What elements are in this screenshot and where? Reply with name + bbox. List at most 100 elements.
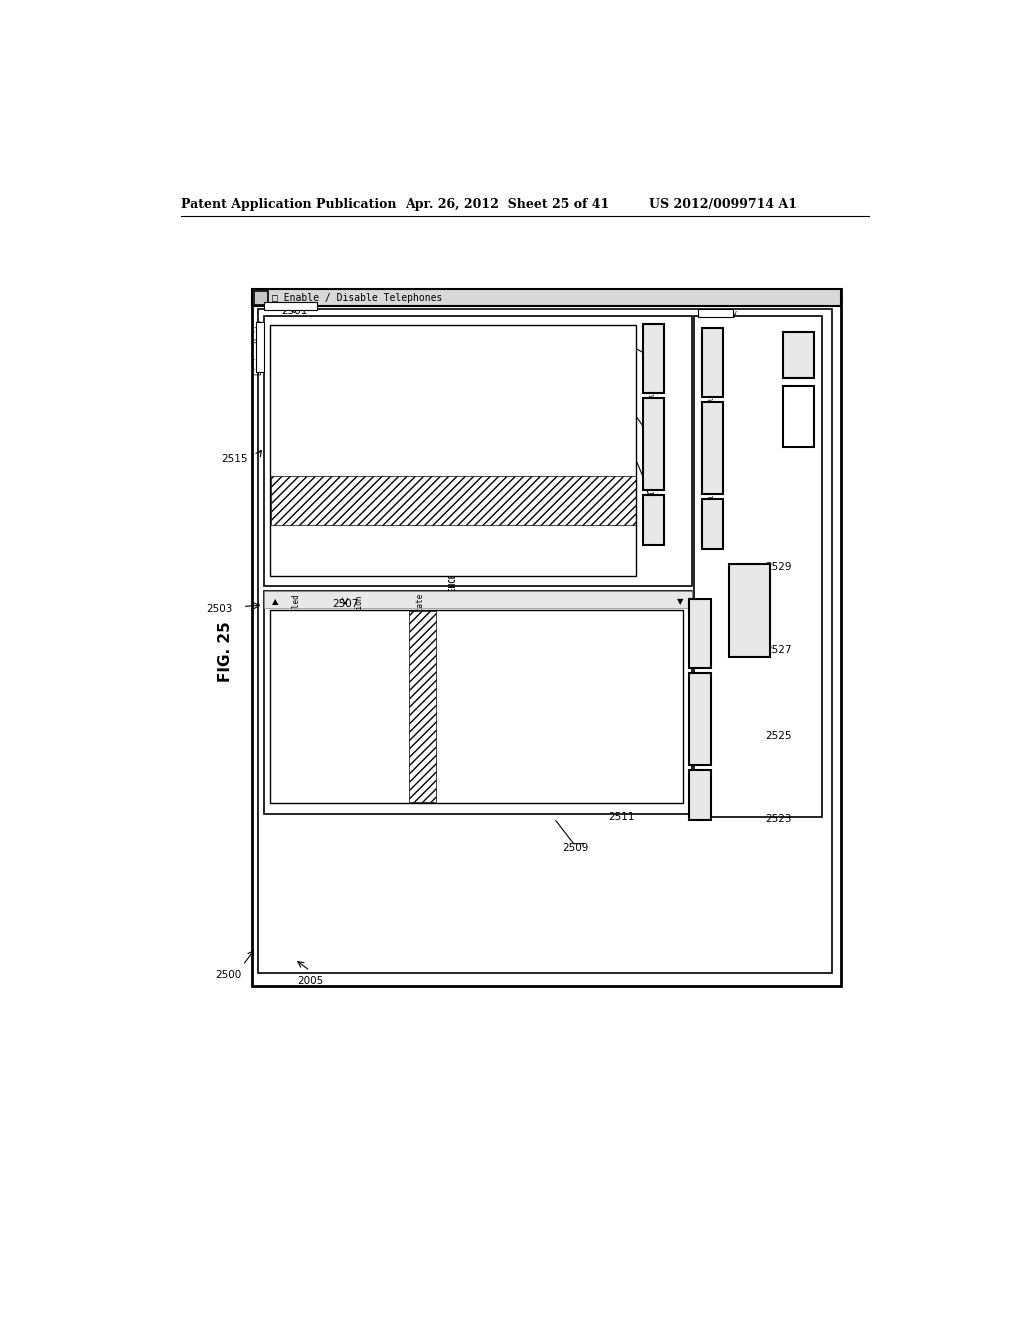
Text: •0004: •0004 <box>473 664 479 685</box>
Bar <box>643 495 665 545</box>
Text: 22: 22 <box>663 622 669 631</box>
Text: •0006: •0006 <box>285 664 290 685</box>
Text: Cut Off: Cut Off <box>695 779 705 810</box>
Text: Disable after current call: Disable after current call <box>697 664 702 775</box>
Bar <box>409 611 436 803</box>
Bar <box>258 309 831 973</box>
Text: SCIENCE EXPERIMENTS WING: SCIENCE EXPERIMENTS WING <box>449 495 458 606</box>
Text: DEATH ROW: DEATH ROW <box>449 430 458 471</box>
Text: 20: 20 <box>608 622 614 631</box>
Text: ▲: ▲ <box>427 616 432 623</box>
Text: 2523: 2523 <box>765 814 792 824</box>
Text: Cut Off: Cut Off <box>649 503 658 536</box>
Text: •0015: •0015 <box>366 664 372 685</box>
Bar <box>643 397 665 490</box>
Text: 2513: 2513 <box>640 776 666 785</box>
Text: ON: ON <box>554 710 560 719</box>
Text: ON: ON <box>527 710 534 719</box>
Text: 18: 18 <box>554 622 560 631</box>
Text: ON: ON <box>446 710 453 719</box>
Text: Telephones: Telephones <box>266 302 316 310</box>
Text: •0002: •0002 <box>311 664 317 685</box>
Text: Living Units: Living Units <box>255 319 264 375</box>
Text: 2500: 2500 <box>216 970 242 979</box>
Text: Apr. 26, 2012  Sheet 25 of 41: Apr. 26, 2012 Sheet 25 of 41 <box>406 198 609 211</box>
Text: 15: 15 <box>366 622 372 631</box>
Bar <box>689 770 711 820</box>
Text: US 2012/0099714 A1: US 2012/0099714 A1 <box>649 198 797 211</box>
Text: •0022: •0022 <box>663 664 669 685</box>
Text: 16: 16 <box>392 622 398 631</box>
Text: ▲: ▲ <box>272 598 279 606</box>
Text: 21: 21 <box>636 622 641 631</box>
Text: ON: ON <box>473 710 479 719</box>
Bar <box>643 323 665 393</box>
Text: 2525: 2525 <box>765 731 792 741</box>
Text: Default: Default <box>449 334 458 367</box>
Text: ON: ON <box>608 710 614 719</box>
Text: OFF: OFF <box>285 710 290 723</box>
Text: 2501: 2501 <box>282 306 308 315</box>
Text: X: X <box>258 292 263 301</box>
Bar <box>252 289 841 986</box>
Text: 2519: 2519 <box>518 355 545 366</box>
Text: 06: 06 <box>311 622 317 631</box>
Text: ▼: ▼ <box>677 598 684 606</box>
Text: 07: 07 <box>501 622 507 631</box>
Bar <box>256 322 263 372</box>
Text: 2527: 2527 <box>765 644 792 655</box>
Text: Recording Enabled: Recording Enabled <box>293 594 301 673</box>
Text: •0000: •0000 <box>419 664 425 685</box>
Bar <box>783 385 814 447</box>
Text: •0014: •0014 <box>338 664 344 685</box>
Text: 2005: 2005 <box>297 975 324 986</box>
Text: Disable after current call: Disable after current call <box>710 392 716 503</box>
Text: 04: 04 <box>473 622 479 631</box>
Text: OFF: OFF <box>311 710 317 723</box>
Text: 14: 14 <box>338 622 344 631</box>
Text: LOCATION A: LOCATION A <box>449 378 458 424</box>
Text: ON: ON <box>419 710 425 719</box>
Bar <box>701 499 723 549</box>
Bar <box>701 327 723 397</box>
Text: CELL BLOCK B: CELL BLOCK B <box>449 473 458 528</box>
Text: □ Enable / Disable Telephones: □ Enable / Disable Telephones <box>272 293 442 304</box>
Text: ▼: ▼ <box>520 616 525 623</box>
Text: 19: 19 <box>582 622 588 631</box>
Bar <box>783 331 814 378</box>
Text: 43: 43 <box>419 622 425 631</box>
Text: Date: Date <box>794 346 803 364</box>
Bar <box>693 317 821 817</box>
Text: 2515: 2515 <box>221 454 248 463</box>
Text: Disable after current call: Disable after current call <box>650 389 656 499</box>
Text: •0005: •0005 <box>501 664 507 685</box>
Text: 2511: 2511 <box>608 812 635 822</box>
Text: •0016: •0016 <box>392 664 398 685</box>
Text: •0020: •0020 <box>608 664 614 685</box>
Text: •0018: •0018 <box>554 664 560 685</box>
Text: 2507: 2507 <box>332 599 358 609</box>
Bar <box>689 599 711 668</box>
Text: Cut Off: Cut Off <box>708 507 717 540</box>
Bar <box>270 610 683 803</box>
Text: •0019: •0019 <box>582 664 588 685</box>
Text: Enable: Enable <box>649 345 658 372</box>
Text: 2517: 2517 <box>508 345 535 354</box>
Bar <box>264 302 317 310</box>
Text: ON: ON <box>582 710 588 719</box>
Text: ON: ON <box>338 710 344 719</box>
Bar <box>252 289 841 306</box>
Text: ON: ON <box>392 710 398 719</box>
Text: •0001: •0001 <box>446 664 453 685</box>
Bar <box>254 290 267 305</box>
Bar <box>697 309 732 317</box>
Text: ON: ON <box>636 710 641 719</box>
Text: 2521: 2521 <box>528 366 554 376</box>
Text: Line State: Line State <box>660 702 670 748</box>
Text: ON: ON <box>366 710 372 719</box>
Text: Station: Station <box>354 594 364 627</box>
Text: •0021: •0021 <box>636 664 641 685</box>
Text: 17: 17 <box>527 622 534 631</box>
Text: ON: ON <box>663 710 669 719</box>
Text: •0017: •0017 <box>527 664 534 685</box>
